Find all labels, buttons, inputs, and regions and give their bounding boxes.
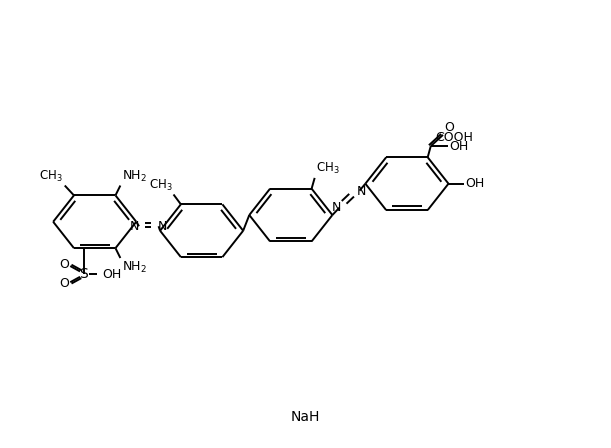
Text: N: N bbox=[130, 220, 139, 233]
Text: O: O bbox=[59, 277, 69, 290]
Text: COOH: COOH bbox=[436, 131, 474, 144]
Text: O: O bbox=[59, 258, 69, 271]
Text: NaH: NaH bbox=[291, 409, 320, 424]
Text: N: N bbox=[158, 220, 167, 233]
Text: CH$_3$: CH$_3$ bbox=[39, 169, 63, 184]
Text: NH$_2$: NH$_2$ bbox=[122, 260, 147, 275]
Text: N: N bbox=[331, 201, 341, 214]
Text: OH: OH bbox=[465, 177, 485, 190]
Text: N: N bbox=[357, 185, 367, 198]
Text: CH$_3$: CH$_3$ bbox=[148, 177, 172, 193]
Text: S: S bbox=[79, 267, 88, 281]
Text: NH$_2$: NH$_2$ bbox=[122, 168, 147, 184]
Text: CH$_3$: CH$_3$ bbox=[316, 161, 340, 176]
Text: OH: OH bbox=[449, 140, 469, 153]
Text: OH: OH bbox=[102, 267, 122, 280]
Text: O: O bbox=[444, 121, 454, 134]
